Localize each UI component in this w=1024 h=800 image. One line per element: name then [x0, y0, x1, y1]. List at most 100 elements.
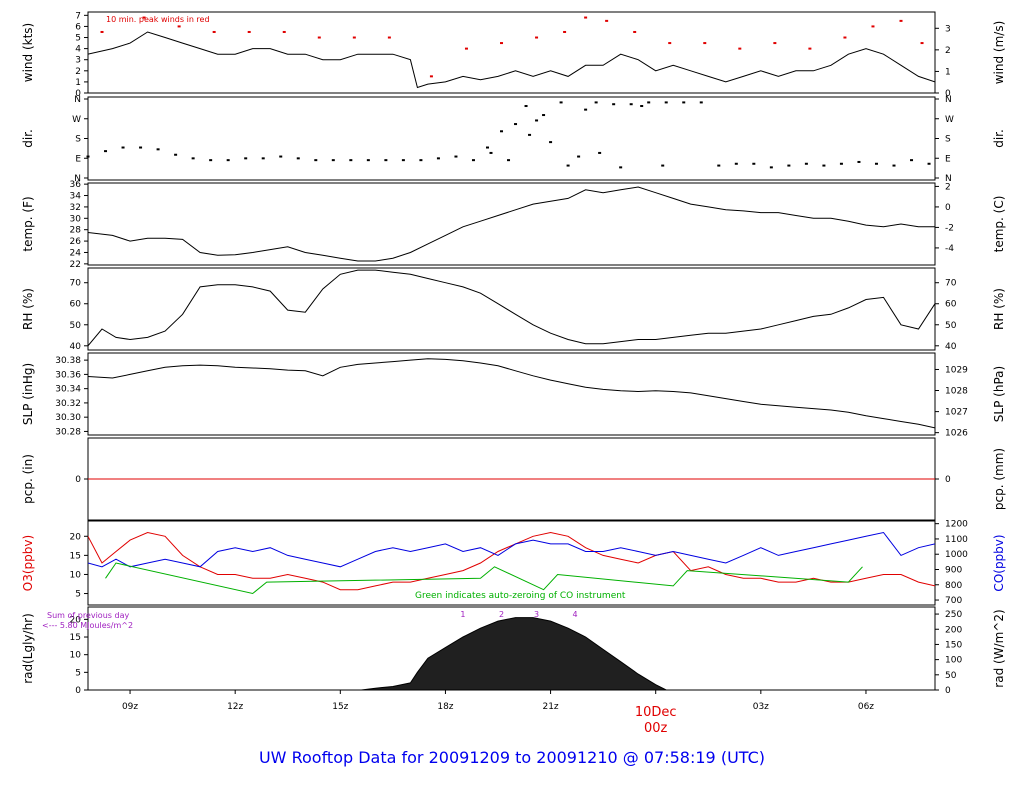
y-right-tick-label-slp: 1027 [945, 408, 968, 418]
data-point-wind-1 [464, 47, 468, 50]
y-right-tick-label-pcp: 0 [945, 475, 951, 485]
data-point-wind-1 [773, 42, 777, 45]
y-tick-label-rad: 0 [75, 686, 81, 696]
y-tick-label-temp: 36 [70, 180, 82, 190]
series-line-rh-0 [88, 269, 935, 347]
data-point-dir-0 [349, 159, 353, 162]
y-axis-label-right-rh: RH (%) [992, 288, 1006, 330]
data-point-dir-0 [507, 159, 511, 162]
series-line-o3co-2 [105, 562, 863, 595]
rad-sum-note-2: <--- 5.80 MJoules/m^2 [42, 621, 133, 630]
data-point-wind-1 [142, 16, 146, 19]
y-right-tick-label-dir: S [945, 135, 951, 145]
y-right-tick-label-temp: -2 [945, 223, 954, 233]
y-right-tick-label-rh: 60 [945, 300, 957, 310]
data-point-wind-1 [843, 36, 847, 39]
y-tick-label-dir: W [72, 115, 81, 125]
data-point-wind-1 [177, 25, 181, 28]
data-point-dir-0 [174, 153, 178, 156]
data-point-wind-1 [317, 36, 321, 39]
y-tick-label-slp: 30.34 [55, 385, 81, 395]
y-tick-label-temp: 34 [70, 192, 82, 202]
data-point-dir-0 [419, 159, 423, 162]
y-tick-label-dir: N [74, 95, 81, 105]
data-point-dir-0 [244, 157, 248, 160]
y-tick-label-rh: 40 [70, 342, 82, 352]
y-tick-label-temp: 26 [70, 237, 82, 247]
panel-frame-dir [87, 96, 936, 181]
x-tick-label: 12z [227, 702, 243, 712]
x-tick-label: 21z [542, 702, 558, 712]
data-point-dir-0 [226, 159, 230, 162]
data-point-dir-0 [366, 159, 370, 162]
data-point-wind-1 [535, 36, 539, 39]
data-point-dir-0 [454, 155, 458, 158]
y-tick-label-rad: 15 [70, 633, 81, 643]
y-right-tick-label-wind: 1 [945, 67, 951, 77]
x-tick-label: 18z [437, 702, 453, 712]
data-point-dir-0 [436, 157, 440, 160]
data-point-dir-0 [874, 162, 878, 165]
y-right-tick-label-o3co: 1200 [945, 520, 968, 530]
y-right-tick-label-wind: 3 [945, 24, 951, 34]
data-point-dir-0 [139, 146, 143, 149]
data-point-dir-0 [401, 159, 405, 162]
data-point-dir-1 [535, 119, 539, 122]
y-tick-label-wind: 1 [75, 78, 81, 88]
data-point-dir-1 [619, 166, 623, 169]
series-area-rad [361, 617, 667, 691]
series-line-wind-0 [88, 31, 935, 89]
y-right-tick-label-rad: 100 [945, 656, 962, 666]
data-point-dir-1 [528, 133, 532, 136]
y-axis-label-temp: temp. (F) [21, 196, 35, 251]
series-line-o3co-1 [88, 531, 935, 568]
data-point-dir-0 [804, 162, 808, 165]
y-axis-label-rad: rad(Lgly/hr) [21, 613, 35, 684]
y-tick-label-o3co: 10 [70, 570, 82, 580]
data-point-dir-0 [717, 164, 721, 167]
data-point-wind-1 [738, 47, 742, 50]
data-point-dir-0 [296, 157, 300, 160]
y-right-tick-label-slp: 1028 [945, 387, 968, 397]
y-tick-label-wind: 0 [75, 89, 81, 99]
data-point-wind-1 [605, 19, 609, 22]
data-point-dir-1 [566, 164, 570, 167]
y-axis-label-rh: RH (%) [21, 288, 35, 330]
data-point-wind-1 [212, 30, 216, 33]
data-point-wind-1 [668, 42, 672, 45]
data-point-dir-0 [279, 155, 283, 158]
y-tick-label-temp: 28 [70, 226, 82, 236]
y-tick-label-slp: 30.38 [55, 356, 81, 366]
data-point-dir-0 [156, 148, 160, 151]
panel-frame-wind [87, 11, 936, 94]
y-right-tick-label-temp: 0 [945, 203, 951, 213]
data-point-dir-0 [629, 103, 633, 106]
series-line-slp-0 [88, 358, 935, 429]
rad-hour-label: 3 [534, 610, 539, 619]
data-point-wind-1 [584, 16, 588, 19]
y-tick-label-wind: 5 [75, 34, 81, 44]
data-point-wind-1 [100, 30, 104, 33]
data-point-wind-1 [387, 36, 391, 39]
y-tick-label-wind: 2 [75, 67, 81, 77]
data-point-dir-0 [86, 155, 90, 158]
data-point-dir-0 [261, 157, 265, 160]
data-point-dir-0 [734, 162, 738, 165]
y-tick-label-slp: 30.36 [55, 370, 81, 380]
y-right-tick-label-dir: E [945, 154, 951, 164]
page-title: UW Rooftop Data for 20091209 to 20091210… [258, 748, 766, 767]
panel-frame-rh [87, 267, 936, 351]
y-tick-label-wind: 4 [75, 45, 81, 55]
y-right-tick-label-slp: 1026 [945, 429, 968, 439]
y-tick-label-pcp: 0 [75, 475, 81, 485]
y-right-tick-label-wind: 0 [945, 89, 951, 99]
y-tick-label-dir: N [74, 174, 81, 184]
data-point-dir-0 [769, 166, 773, 169]
data-point-wind-1 [563, 30, 567, 33]
y-axis-label-right-dir: dir. [992, 129, 1006, 148]
data-point-dir-0 [822, 164, 826, 167]
y-tick-label-wind: 7 [75, 11, 81, 21]
x-tick-label: 03z [753, 702, 769, 712]
y-right-tick-label-dir: N [945, 95, 952, 105]
data-point-wind-1 [808, 47, 812, 50]
